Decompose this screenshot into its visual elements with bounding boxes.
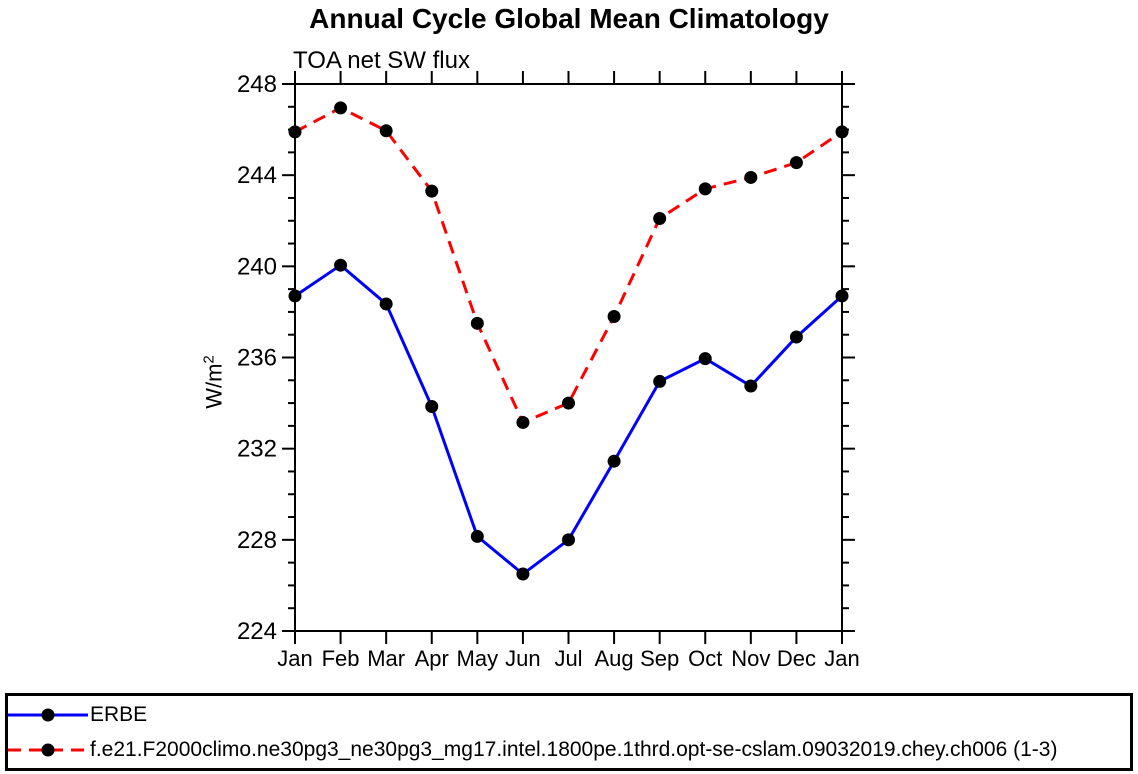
svg-text:Jul: Jul [554,646,582,671]
legend-label-model-run: f.e21.F2000climo.ne30pg3_ne30pg3_mg17.in… [90,737,1058,761]
chart-subtitle: TOA net SW flux [293,47,470,74]
svg-text:Jan: Jan [824,646,859,671]
plot-area: 224 228 232 236 240 244 248 Jan Feb Mar Apr May Jun J… [237,71,860,671]
svg-text:Feb: Feb [322,646,360,671]
svg-text:248: 248 [237,71,277,98]
legend-box: ERBE f.e21.F2000climo.ne30pg3_ne30pg3_mg… [5,693,1133,771]
svg-text:Dec: Dec [777,646,816,671]
svg-text:244: 244 [237,162,277,189]
chart-title: Annual Cycle Global Mean Climatology [309,3,829,34]
svg-text:Jan: Jan [277,646,312,671]
legend-line-sample-dashed-red [8,743,88,756]
svg-text:Jun: Jun [505,646,540,671]
svg-text:224: 224 [237,618,277,645]
svg-text:Sep: Sep [640,646,679,671]
svg-text:236: 236 [237,345,277,372]
svg-text:Mar: Mar [367,646,405,671]
svg-text:Aug: Aug [595,646,634,671]
svg-text:228: 228 [237,527,277,554]
legend-item-erbe: ERBE [8,697,1130,732]
legend-label-erbe: ERBE [90,702,148,726]
svg-text:Apr: Apr [415,646,449,671]
svg-text:May: May [457,646,499,671]
legend-item-model-run: f.e21.F2000climo.ne30pg3_ne30pg3_mg17.in… [8,732,1130,767]
legend-line-sample-solid-blue [8,708,88,721]
svg-text:232: 232 [237,436,277,463]
svg-text:Nov: Nov [731,646,770,671]
svg-text:Oct: Oct [688,646,722,671]
svg-text:240: 240 [237,253,277,280]
